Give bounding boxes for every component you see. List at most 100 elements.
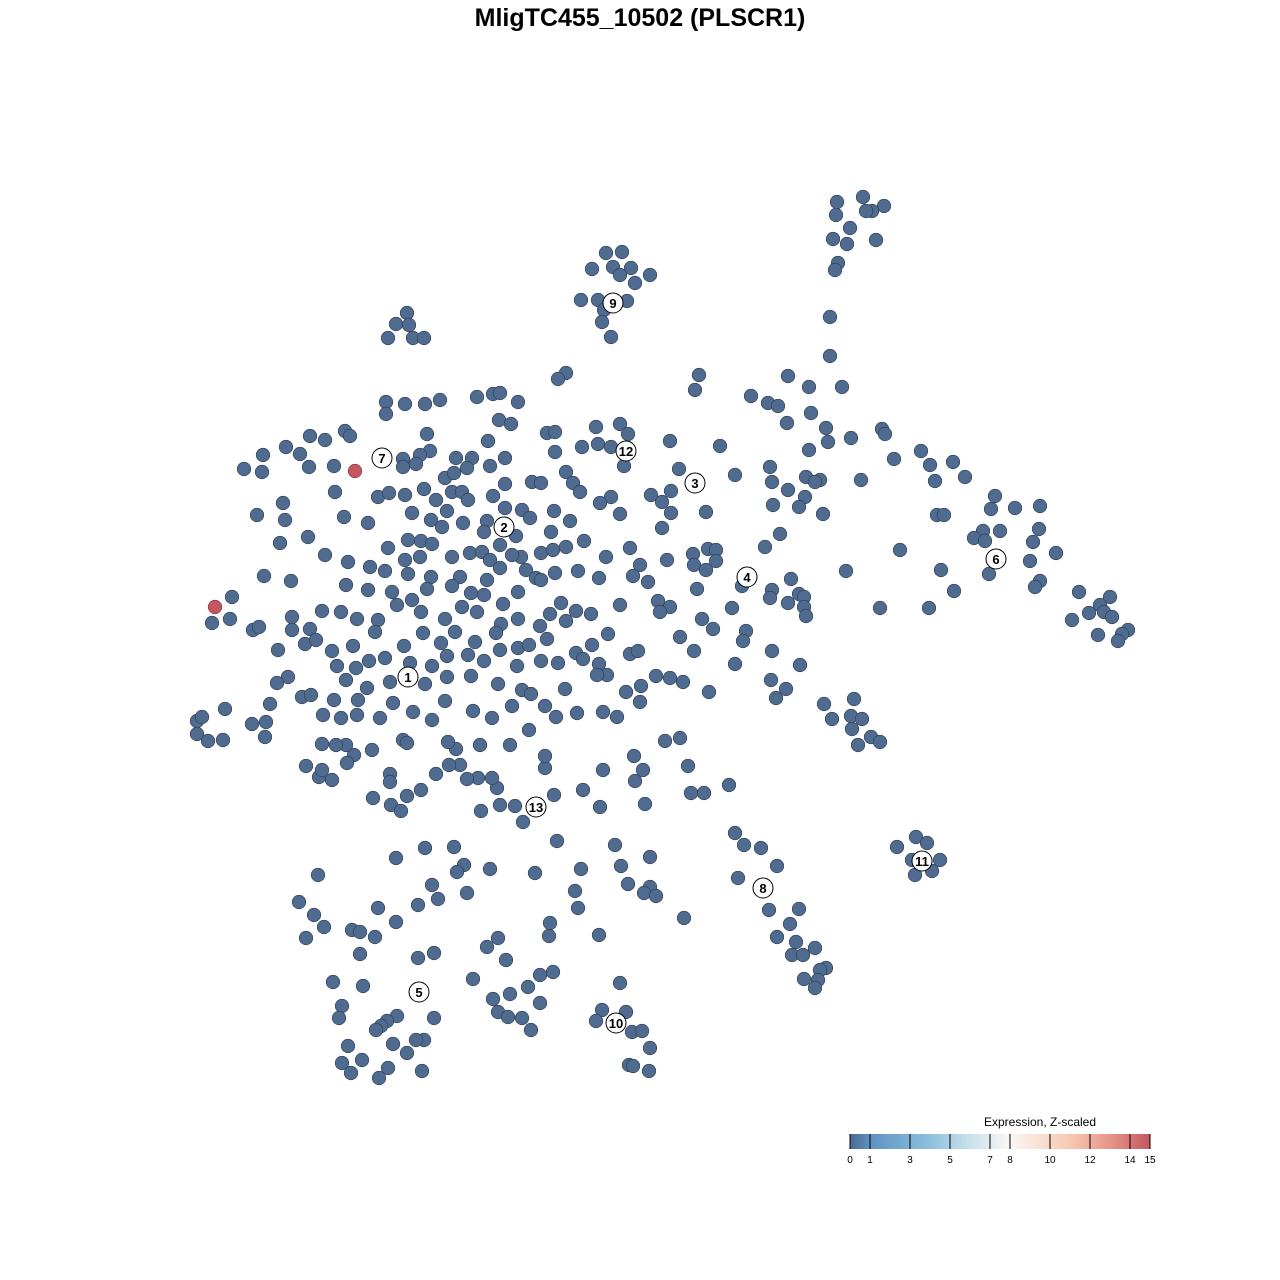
cluster-label-text: 2	[500, 520, 507, 535]
cell-point	[415, 625, 431, 641]
colorbar-tick-label: 1	[867, 1155, 873, 1166]
cluster-label-text: 10	[609, 1016, 623, 1031]
cell-point	[459, 771, 475, 787]
cell-point	[428, 766, 444, 782]
cell-point	[765, 497, 781, 513]
cell-point	[404, 592, 420, 608]
cell-point	[932, 852, 948, 868]
cluster-label: 12	[615, 440, 637, 462]
cell-point	[370, 612, 386, 628]
cell-point	[502, 986, 518, 1002]
cell-point	[600, 626, 616, 642]
cell-point	[946, 583, 962, 599]
cell-point	[257, 729, 273, 745]
cell-point	[764, 643, 780, 659]
cluster-label: 11	[911, 850, 933, 872]
cell-point	[592, 495, 608, 511]
cell-point	[428, 492, 444, 508]
cell-point	[612, 416, 628, 432]
cell-point	[1027, 579, 1043, 595]
cell-point	[437, 693, 453, 709]
cell-point	[919, 835, 935, 851]
cell-point	[340, 554, 356, 570]
cluster-label-badge	[602, 292, 624, 314]
cell-point	[696, 785, 712, 801]
cell-point	[584, 261, 600, 277]
cell-point	[316, 919, 332, 935]
cell-point	[798, 608, 814, 624]
cluster-label-badge	[911, 850, 933, 872]
cluster-label-text: 4	[743, 570, 751, 585]
cell-point	[385, 1036, 401, 1052]
cell-point	[460, 492, 476, 508]
cell-point	[543, 524, 559, 540]
cell-point	[603, 489, 619, 505]
cell-point	[983, 501, 999, 517]
cell-point	[452, 569, 468, 585]
cell-point	[613, 858, 629, 874]
cell-point	[772, 526, 788, 542]
cell-point	[432, 392, 448, 408]
cell-point	[455, 515, 471, 531]
cell-point	[672, 730, 688, 746]
cell-point	[594, 1002, 610, 1018]
cell-point	[547, 424, 563, 440]
cell-point	[439, 503, 455, 519]
cell-point	[434, 519, 450, 535]
cell-point	[480, 433, 496, 449]
cell-point	[249, 507, 265, 523]
cell-point	[801, 442, 817, 458]
cell-point	[465, 971, 481, 987]
cell-point	[547, 444, 563, 460]
cell-point	[824, 711, 840, 727]
cell-point	[488, 625, 504, 641]
cell-point	[736, 837, 752, 853]
cell-point	[510, 611, 526, 627]
cell-point	[194, 709, 210, 725]
cell-point	[459, 885, 475, 901]
chart-title: MligTC455_10502 (PLSCR1)	[474, 4, 806, 32]
cell-point	[217, 701, 233, 717]
cell-point	[382, 674, 398, 690]
cluster-label-text: 6	[992, 552, 999, 567]
cell-point	[689, 581, 705, 597]
cell-point	[701, 684, 717, 700]
cell-point	[277, 512, 293, 528]
cell-point	[769, 929, 785, 945]
cell-point	[620, 426, 636, 442]
cell-point	[492, 537, 508, 553]
cell-point	[377, 650, 393, 666]
colorbar-tick-label: 14	[1124, 1155, 1136, 1166]
cell-point	[459, 460, 475, 476]
cell-point	[424, 877, 440, 893]
cell-point	[490, 930, 506, 946]
cell-point	[433, 635, 449, 651]
cluster-label: 10	[605, 1012, 627, 1034]
cell-point	[623, 260, 639, 276]
cell-point	[326, 692, 342, 708]
cluster-label-text: 12	[619, 444, 633, 459]
cell-point	[303, 687, 319, 703]
cell-point	[1022, 553, 1038, 569]
cell-point	[727, 656, 743, 672]
cell-point	[469, 389, 485, 405]
cell-point	[370, 900, 386, 916]
cell-point	[987, 488, 1003, 504]
cell-point	[542, 915, 558, 931]
cell-point	[469, 604, 485, 620]
cell-point	[326, 458, 342, 474]
cell-point	[532, 618, 548, 634]
cell-point	[827, 262, 843, 278]
cell-point	[892, 542, 908, 558]
cell-point	[762, 590, 778, 606]
cell-point	[417, 676, 433, 692]
cell-point	[473, 803, 489, 819]
cell-point	[642, 1040, 658, 1056]
cell-point	[222, 611, 238, 627]
cell-point	[1090, 627, 1106, 643]
cell-point	[632, 694, 648, 710]
cell-point	[822, 348, 838, 364]
cell-point	[345, 638, 361, 654]
cell-point	[444, 578, 460, 594]
cell-point	[440, 734, 456, 750]
